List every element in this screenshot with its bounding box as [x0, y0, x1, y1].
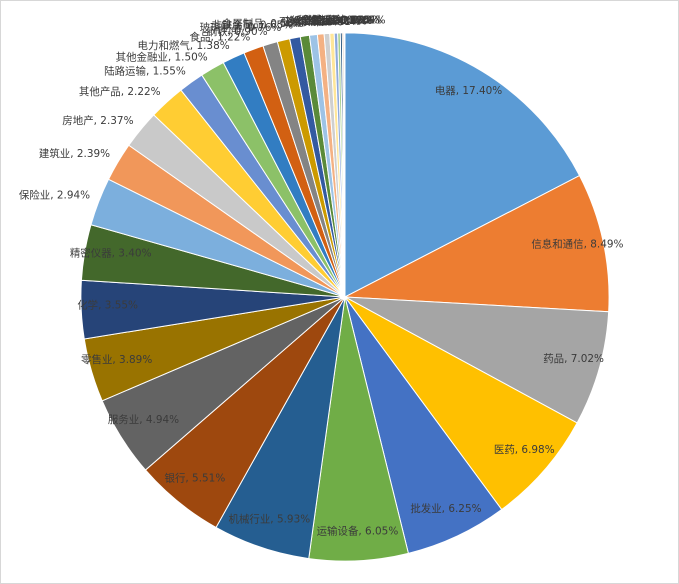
pie-slice-label: 金属制品, 0.56%: [222, 17, 304, 30]
pie-slice-label: 钢铁, 0.90%: [207, 25, 268, 38]
pie-slice-label: 其他产品, 2.22%: [79, 85, 161, 98]
pie-slice-label: 房地产, 2.37%: [62, 114, 133, 127]
pie-slice-label: 海运, 0.21%: [305, 14, 366, 27]
pie-slice-label: 石油和煤, 0.41%: [279, 15, 361, 28]
pie-slice-label: 药品, 7.02%: [543, 353, 604, 365]
pie-slice-label: 橡胶制品, 0.34%: [285, 14, 367, 27]
pie-slice-label: 玻璃制品, 0.76%: [200, 21, 282, 34]
pie-slice: [344, 296, 578, 511]
pie-slice-label: 矿业, 0.08%: [313, 14, 374, 27]
pie-slice-label: 建筑业, 2.39%: [39, 147, 110, 160]
pie-slice-label: 运输设备, 6.05%: [317, 524, 399, 537]
pie-slice-label: 水产农林, 0.04%: [304, 14, 386, 27]
pie-slice-label: 非铁金属, 0.65%: [211, 19, 293, 32]
pie-slice-label: 电器, 17.40%: [435, 84, 502, 97]
pie-slice-label: 批发业, 6.25%: [410, 502, 481, 515]
pie-slice: [344, 32, 581, 298]
pie-slice-label: 电力和燃气, 1.38%: [138, 39, 230, 52]
pie-slice-label: 零售业, 3.89%: [81, 353, 152, 366]
pie-slice-label: 仓储运输, 0.12%: [300, 14, 382, 27]
pie-slice-label: 证券, 0.48%: [282, 16, 343, 29]
pie-slice-label: 纸浆和纸, 0.27%: [291, 14, 373, 27]
pie-slice-label: 机械行业, 5.93%: [229, 512, 311, 525]
pie-slice-label: 纤维制品, 0.16%: [298, 14, 380, 27]
pie-slice: [343, 32, 346, 297]
pie-slice: [343, 174, 610, 313]
pie-slice-label: 保险业, 2.94%: [19, 188, 90, 201]
pie-slice-label: 服务业, 4.94%: [108, 413, 179, 426]
pie-slice-label: 陆路运输, 1.55%: [104, 65, 186, 78]
pie-slice-label: 银行, 5.51%: [165, 471, 226, 484]
pie-slice-label: 其他金融业, 1.50%: [116, 51, 208, 64]
pie-slice-label: 信息和通信, 8.49%: [531, 237, 623, 250]
pie-slice-label: 食品, 1.22%: [190, 31, 251, 44]
pie-slice-label: 空运, 0.04%: [314, 14, 375, 27]
pie-slice-label: 医药, 6.98%: [494, 444, 555, 456]
pie-slice: [344, 296, 610, 424]
pie-slice-label: 精密仪器, 3.40%: [70, 247, 152, 260]
pie-slice-label: 化学, 3.55%: [77, 298, 138, 311]
